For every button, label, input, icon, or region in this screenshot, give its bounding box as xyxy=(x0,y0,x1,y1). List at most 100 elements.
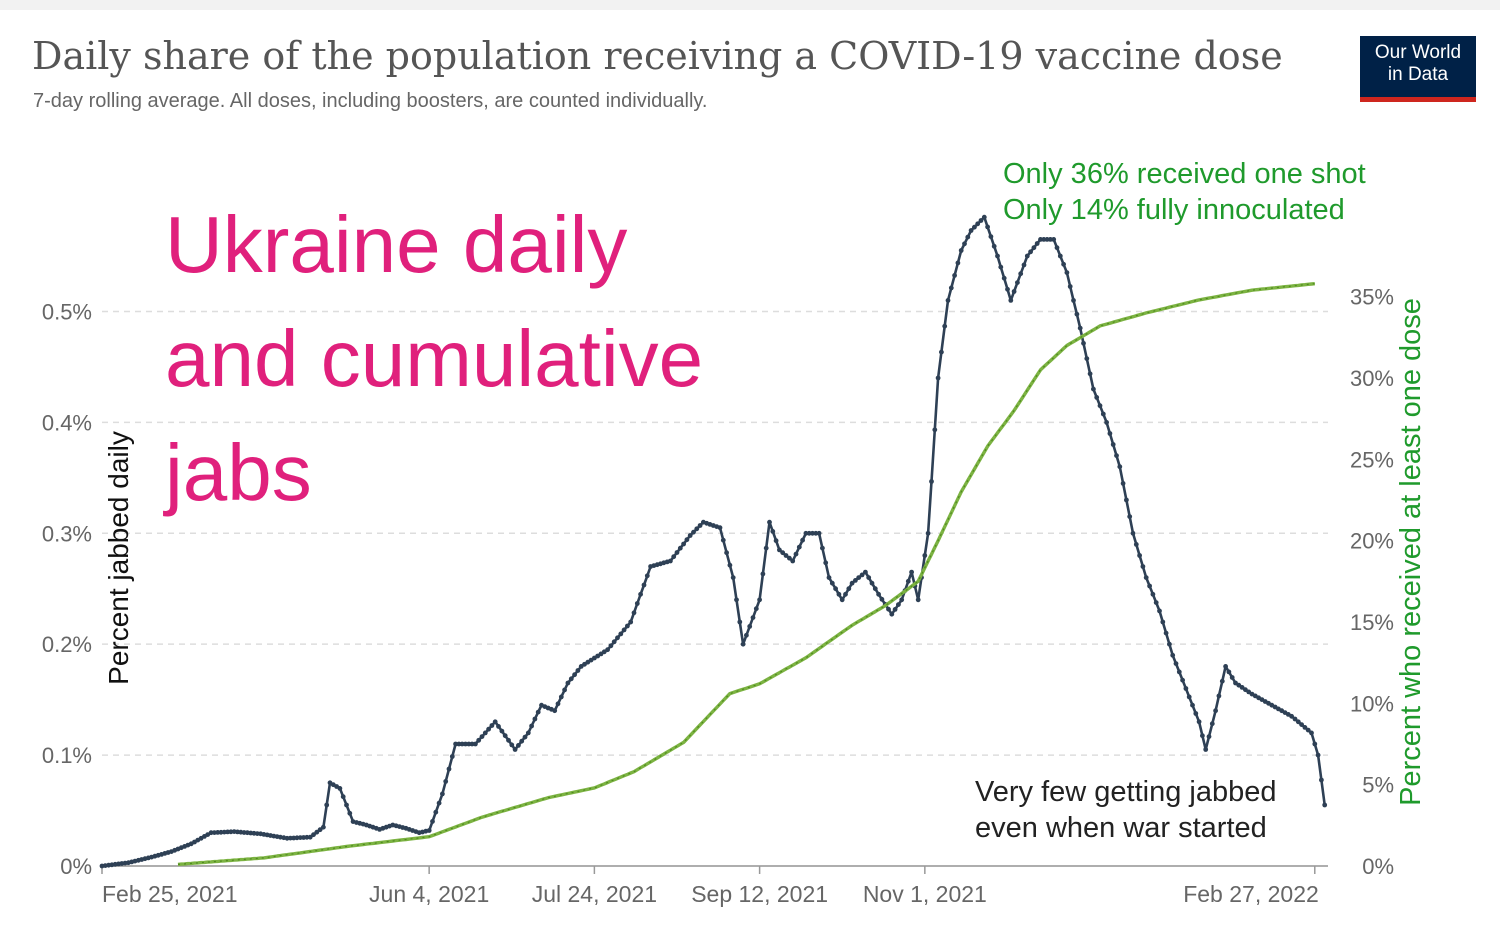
daily-share-point xyxy=(945,298,951,303)
daily-share-point xyxy=(307,834,313,840)
daily-share-point xyxy=(734,597,739,603)
daily-share-point xyxy=(1143,575,1149,580)
daily-share-point xyxy=(1206,734,1212,739)
daily-share-point xyxy=(1292,716,1298,722)
daily-share-point xyxy=(763,545,769,551)
our-world-in-data-logo[interactable]: Our World in Data xyxy=(1360,36,1476,102)
daily-share-point xyxy=(1097,403,1103,409)
daily-share-point xyxy=(473,741,478,747)
daily-share-point xyxy=(724,550,729,556)
daily-share-point xyxy=(965,234,971,240)
right-y-tick-label: 10% xyxy=(1350,691,1394,716)
daily-share-point xyxy=(892,607,898,612)
daily-share-point xyxy=(1186,694,1192,700)
daily-share-point xyxy=(453,741,458,747)
x-tick-label: Feb 27, 2022 xyxy=(1183,881,1319,907)
daily-share-point xyxy=(869,580,875,586)
daily-share-point xyxy=(314,829,320,835)
right-y-tick-label: 30% xyxy=(1350,366,1394,391)
daily-share-point xyxy=(905,578,911,584)
daily-share-point xyxy=(991,243,997,249)
daily-share-point xyxy=(1150,591,1156,597)
daily-share-point xyxy=(777,547,782,553)
daily-share-point xyxy=(519,738,525,744)
daily-share-point xyxy=(446,766,452,772)
daily-share-point xyxy=(922,553,928,558)
daily-share-point xyxy=(1127,514,1133,519)
daily-share-point xyxy=(476,737,482,743)
left-y-tick-label: 0.4% xyxy=(42,410,92,435)
daily-share-point xyxy=(575,668,581,673)
daily-share-point xyxy=(681,541,686,547)
right-y-tick-label: 5% xyxy=(1362,773,1394,798)
right-y-tick-label: 35% xyxy=(1350,285,1394,310)
daily-share-point xyxy=(1289,713,1294,719)
daily-share-point xyxy=(671,554,677,560)
daily-share-point xyxy=(1011,289,1017,294)
daily-share-point xyxy=(337,786,343,791)
daily-share-point xyxy=(565,680,571,686)
daily-share-point xyxy=(1213,708,1218,714)
daily-share-point xyxy=(899,597,905,603)
daily-share-point xyxy=(972,224,977,230)
left-y-tick-label: 0.3% xyxy=(42,521,92,546)
daily-share-point xyxy=(1021,262,1027,268)
daily-share-point xyxy=(863,569,868,575)
daily-share-point xyxy=(1107,431,1113,436)
vaccination-rate-annotation: Only 36% received one shot Only 14% full… xyxy=(1003,156,1366,228)
daily-share-point xyxy=(995,253,1000,259)
daily-share-point xyxy=(839,597,845,603)
daily-share-point xyxy=(1104,420,1109,425)
left-y-axis-ticks: 0% 0.1% 0.2% 0.3% 0.4% 0.5% xyxy=(42,299,92,879)
daily-share-point xyxy=(760,571,766,577)
daily-share-point xyxy=(948,285,954,291)
daily-share-point xyxy=(958,248,964,253)
daily-share-point xyxy=(935,375,941,381)
daily-share-point xyxy=(1163,630,1169,636)
right-y-tick-label: 0% xyxy=(1362,854,1394,879)
daily-share-point xyxy=(674,550,680,555)
daily-share-point xyxy=(773,538,779,544)
daily-share-point xyxy=(558,694,564,700)
daily-share-point xyxy=(730,575,736,580)
daily-share-point xyxy=(668,558,673,564)
daily-share-point xyxy=(1223,664,1228,669)
daily-share-point xyxy=(687,533,693,538)
daily-share-point xyxy=(720,537,726,543)
right-y-tick-label: 25% xyxy=(1350,447,1394,472)
daily-share-point xyxy=(829,580,835,586)
daily-share-point xyxy=(631,610,637,616)
daily-share-point xyxy=(628,619,634,625)
daily-share-point xyxy=(1299,722,1304,727)
x-tick-label: Nov 1, 2021 xyxy=(863,881,987,907)
daily-share-point xyxy=(1153,600,1159,605)
daily-share-point xyxy=(737,619,743,625)
daily-share-point xyxy=(691,529,696,535)
daily-share-point xyxy=(1008,298,1014,303)
daily-share-point xyxy=(1147,583,1152,589)
daily-share-point xyxy=(677,545,683,551)
daily-share-point xyxy=(621,627,627,633)
daily-share-point xyxy=(909,569,914,575)
daily-share-point xyxy=(486,726,491,732)
daily-share-point xyxy=(644,573,650,579)
daily-share-point xyxy=(611,639,617,645)
right-y-axis-ticks: 0% 5% 10% 15% 20% 25% 30% 35% xyxy=(1350,285,1394,879)
logo-line-1: Our World xyxy=(1374,42,1462,63)
daily-share-point xyxy=(1193,711,1199,716)
daily-share-point xyxy=(856,575,862,580)
daily-share-point xyxy=(810,530,815,536)
daily-share-point xyxy=(740,641,746,647)
logo-line-2: in Data xyxy=(1387,64,1449,85)
daily-share-point xyxy=(479,734,485,739)
daily-share-point xyxy=(525,730,531,736)
daily-share-point xyxy=(492,719,498,725)
daily-share-point xyxy=(879,596,885,602)
daily-share-point xyxy=(939,349,944,355)
daily-share-point xyxy=(1117,464,1123,470)
left-y-tick-label: 0.5% xyxy=(42,299,92,324)
daily-share-point xyxy=(1114,453,1119,458)
daily-share-point xyxy=(482,730,488,736)
daily-share-point xyxy=(1216,693,1222,699)
